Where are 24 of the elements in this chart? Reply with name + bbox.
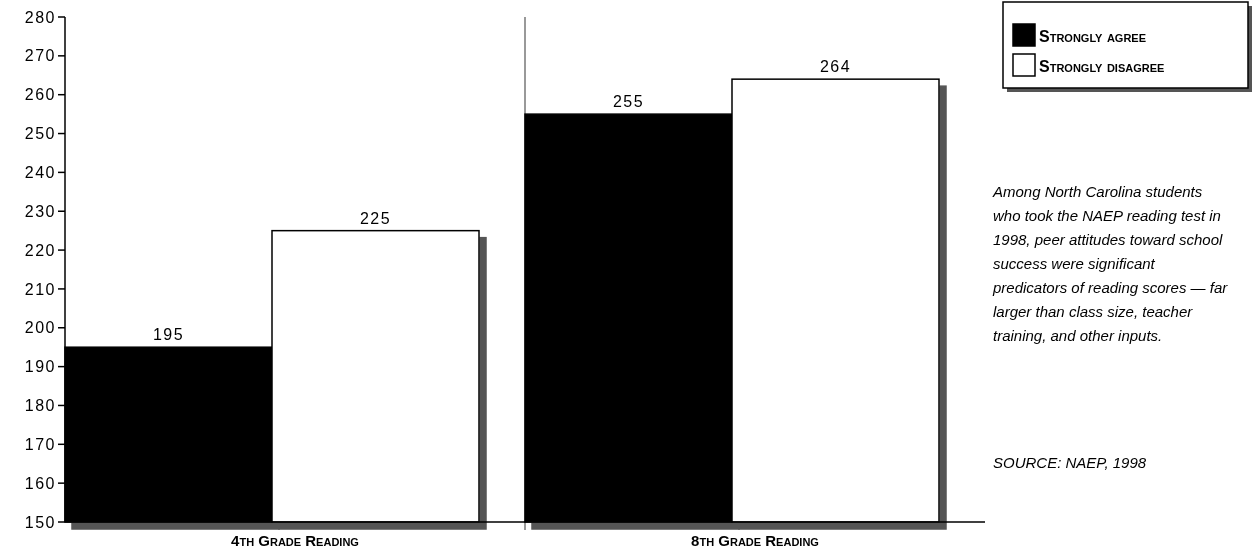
legend-label: Strongly agree (1039, 28, 1147, 45)
y-tick-label: 250 (24, 125, 56, 143)
data-label: 195 (152, 326, 185, 344)
y-tick-label: 280 (24, 8, 56, 26)
legend-label: Strongly disagree (1039, 58, 1165, 75)
data-label: 225 (359, 209, 392, 227)
y-tick-label: 220 (24, 241, 56, 259)
y-tick-label: 150 (24, 513, 56, 531)
y-tick-label: 270 (24, 47, 56, 65)
data-label: 264 (819, 58, 852, 76)
source-note: SOURCE: NAEP, 1998 (993, 454, 1147, 471)
y-tick-label: 170 (24, 435, 56, 453)
y-tick-label: 230 (24, 202, 56, 220)
text: Among North Carolina students who took the NAEP reading test in 1998, peer attitudes toward school success were significant predicators of reading scores — far larger than class size, teacher training, and other inputs. (992, 183, 1229, 344)
x-tick-label: 4th Grade Reading (231, 532, 359, 549)
y-tick-label: 200 (24, 319, 56, 337)
x-tick-label: 8th Grade Reading (691, 532, 819, 549)
y-tick-label: 190 (24, 358, 56, 376)
y-tick-label: 160 (24, 474, 56, 492)
y-tick-label: 240 (24, 163, 56, 181)
y-tick-label: 210 (24, 280, 56, 298)
y-tick-label: 180 (24, 397, 56, 415)
data-label: 255 (612, 93, 645, 111)
y-tick-label: 260 (24, 86, 56, 104)
